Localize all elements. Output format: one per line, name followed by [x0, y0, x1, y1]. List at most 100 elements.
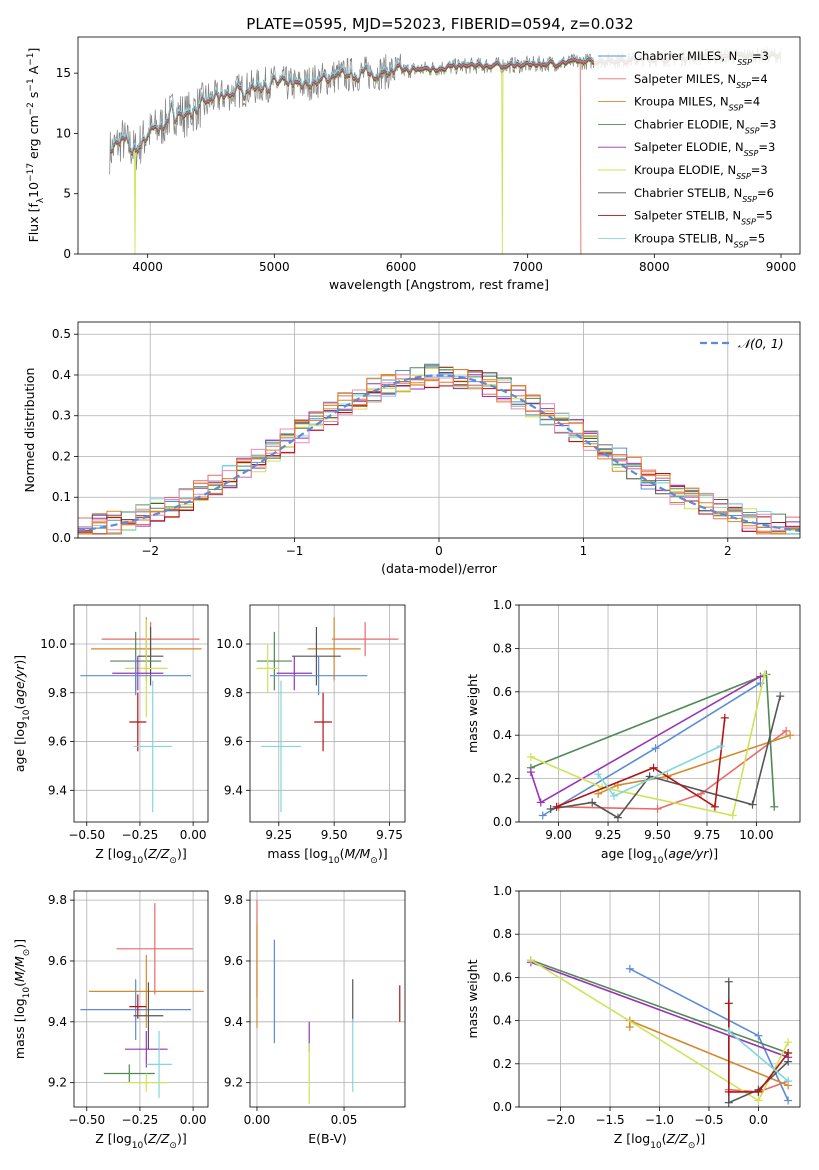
age-vs-mass-ytick-label: 10.0 — [216, 637, 243, 651]
mass-vs-z-ylabel: mass [log10(M/M⊙)] — [12, 939, 32, 1059]
spectrum-ytick-label: 0 — [63, 247, 71, 261]
age-vs-z-panel: −0.50 −0.25 0.00 9.4 9.6 9.8 10.0 — [40, 604, 209, 842]
weight-line — [728, 1003, 789, 1093]
mass-vs-ebv-plot-area — [256, 900, 401, 1104]
weight-vs-age-ytick-label: 0.8 — [493, 641, 512, 655]
spectrum-ytick-label: 10 — [56, 126, 71, 140]
weight-vs-z-xtick-label: −0.5 — [694, 1113, 723, 1127]
spectrum-xtick-label: 7000 — [512, 260, 543, 274]
legend-label: Kroupa STELIB, NSSP=5 — [634, 231, 765, 249]
residual-histogram — [78, 369, 800, 535]
weight-vs-z-ytick-label: 1.0 — [493, 884, 512, 898]
spectrum-ylabel: Flux [fλ10−17 erg cm−2 s−1 A−1] — [26, 48, 46, 243]
mass-vs-z-xtick-label: 0.00 — [180, 1113, 207, 1127]
residuals-ytick-label: 0.3 — [52, 409, 71, 423]
age-vs-mass-xtick-label: 9.25 — [265, 828, 292, 842]
weight-vs-z-xtick-label: −2.0 — [546, 1113, 575, 1127]
mass-vs-z-frame — [73, 890, 209, 1108]
spectrum-ytick-label: 15 — [56, 66, 71, 80]
weight-vs-z-ylabel: mass weight — [465, 959, 480, 1038]
weight-vs-age-ytick-label: 0.2 — [493, 772, 512, 786]
weight-vs-z-frame — [518, 890, 801, 1108]
legend-label: Kroupa ELODIE, NSSP=3 — [634, 163, 768, 181]
age-vs-z-ytick-label: 10.0 — [40, 637, 67, 651]
weight-line — [728, 1030, 789, 1082]
mass-vs-ebv-ytick-label: 9.2 — [224, 1076, 243, 1090]
age-vs-mass-frame — [249, 604, 406, 823]
weight-vs-age-ytick-label: 0.6 — [493, 685, 512, 699]
age-vs-z-xtick-label: −0.50 — [68, 828, 105, 842]
weight-vs-z-ytick-label: 0.2 — [493, 1057, 512, 1071]
spectrum-xtick-label: 4000 — [132, 260, 163, 274]
residuals-frame — [77, 321, 801, 539]
legend-label: Kroupa MILES, NSSP=4 — [634, 95, 760, 113]
weight-line — [597, 734, 791, 795]
weight-line — [530, 961, 789, 1059]
spectrum-legend: Chabrier MILES, NSSP=3 Salpeter MILES, NS… — [594, 42, 796, 250]
residuals-ytick-label: 0.5 — [52, 327, 71, 341]
age-vs-z-xlabel: Z [log10(Z/Z⊙)] — [95, 846, 186, 866]
legend-label: Salpeter ELODIE, NSSP=3 — [634, 140, 775, 158]
age-vs-z-xtick-label: −0.25 — [122, 828, 159, 842]
mass-vs-ebv-xlabel: E(B-V) — [308, 1131, 347, 1146]
mass-vs-z-xtick-label: −0.50 — [68, 1113, 105, 1127]
age-vs-z-plot-area — [80, 617, 202, 813]
weight-vs-z-ytick-label: 0.4 — [493, 1014, 512, 1028]
weight-vs-age-ylabel: mass weight — [465, 674, 480, 753]
weight-line — [530, 675, 761, 804]
spectrum-ytick-label: 5 — [63, 187, 71, 201]
mass-vs-z-xtick-label: −0.25 — [122, 1113, 159, 1127]
legend-label: Salpeter STELIB, NSSP=5 — [634, 209, 773, 227]
weight-line — [530, 959, 789, 1054]
mass-vs-z-ytick-label: 9.8 — [48, 893, 67, 907]
age-vs-mass-xlabel: mass [log10(M/M⊙)] — [267, 846, 387, 866]
age-vs-mass-plot-area — [256, 617, 399, 813]
residuals-plot-area — [78, 363, 800, 535]
residuals-ytick-label: 0.2 — [52, 449, 71, 463]
weight-vs-age-ytick-label: 0.4 — [493, 728, 512, 742]
mass-vs-z-plot-area — [80, 903, 204, 1098]
weight-line — [530, 674, 766, 817]
age-vs-mass-xtick-label: 9.50 — [321, 828, 348, 842]
legend-label: Salpeter MILES, NSSP=4 — [634, 72, 768, 90]
weight-vs-age-ytick-label: 0.0 — [493, 815, 512, 829]
normal-reference-curve — [78, 374, 800, 532]
weight-line — [550, 695, 781, 819]
residuals-xtick-label: −1 — [286, 544, 304, 558]
weight-vs-z-xtick-label: 0.0 — [749, 1113, 768, 1127]
residuals-xtick-label: −2 — [141, 544, 159, 558]
age-vs-z-ytick-label: 9.6 — [48, 735, 67, 749]
weight-line — [558, 730, 787, 810]
residuals-ytick-label: 0.0 — [52, 531, 71, 545]
weight-vs-age-xtick-label: 10.00 — [739, 828, 773, 842]
mass-vs-z-ytick-label: 9.2 — [48, 1076, 67, 1090]
mass-vs-ebv-xtick-label: 0.00 — [244, 1113, 271, 1127]
residuals-ytick-label: 0.1 — [52, 490, 71, 504]
spectrum-xtick-label: 5000 — [259, 260, 290, 274]
legend-background — [594, 42, 796, 250]
age-vs-z-ylabel: age [log10(age/yr)] — [12, 655, 32, 772]
weight-vs-z-xtick-label: −1.5 — [595, 1113, 624, 1127]
figure-title: PLATE=0595, MJD=52023, FIBERID=0594, z=0… — [246, 15, 633, 33]
residual-histogram — [78, 374, 800, 531]
weight-vs-age-ytick-label: 1.0 — [493, 598, 512, 612]
age-vs-mass-ytick-label: 9.4 — [224, 783, 243, 797]
weight-vs-age-panel: 9.00 9.25 9.50 9.75 10.00 0.0 0.2 0.4 0.6 0.8 1.0 — [493, 598, 801, 842]
residuals-ylabel: Normed distribution — [22, 368, 37, 493]
legend-label: Chabrier MILES, NSSP=3 — [634, 49, 769, 67]
mass-vs-ebv-frame — [249, 890, 406, 1108]
residual-histogram — [78, 370, 800, 535]
residuals-xtick-label: 2 — [724, 544, 732, 558]
residuals-xtick-label: 1 — [580, 544, 588, 558]
legend-label: Chabrier ELODIE, NSSP=3 — [634, 117, 776, 135]
weight-vs-age-xtick-label: 9.25 — [595, 828, 622, 842]
age-vs-z-ytick-label: 9.8 — [48, 686, 67, 700]
weight-line — [542, 682, 761, 817]
spectrum-xlabel: wavelength [Angstrom, rest frame] — [329, 277, 549, 292]
age-vs-mass-xtick-label: 9.75 — [376, 828, 403, 842]
mass-vs-ebv-panel: 0.00 0.05 9.2 9.4 9.6 9.8 — [224, 890, 406, 1127]
mass-vs-ebv-ytick-label: 9.6 — [224, 954, 243, 968]
weight-vs-age-plot-area — [526, 670, 795, 822]
age-vs-z-xtick-label: 0.00 — [180, 828, 207, 842]
